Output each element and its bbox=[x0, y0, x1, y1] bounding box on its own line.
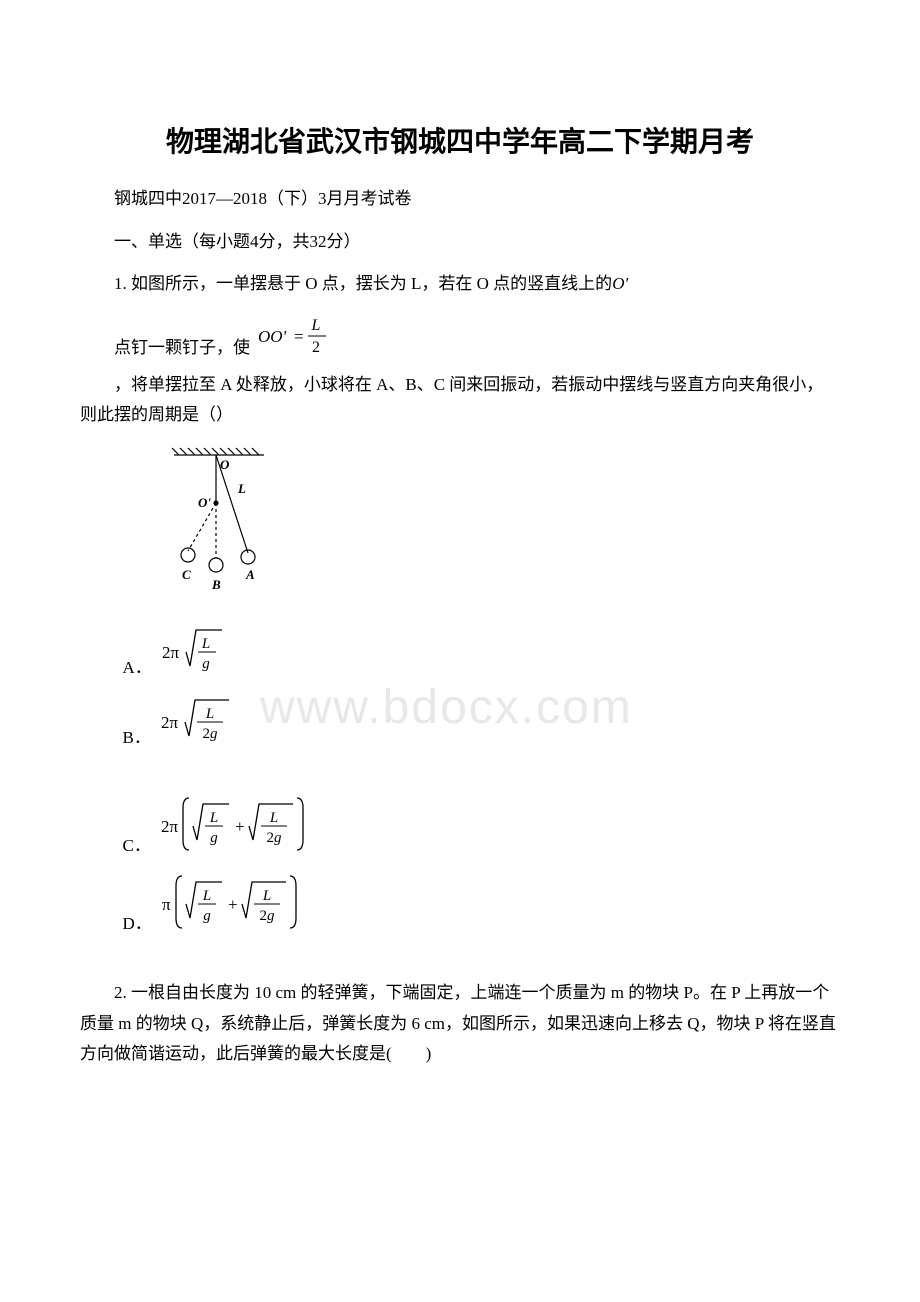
svg-text:L: L bbox=[269, 810, 278, 826]
svg-text:B: B bbox=[211, 577, 221, 592]
svg-text:L: L bbox=[202, 888, 211, 904]
option-c-label: C． bbox=[123, 831, 151, 856]
formula-d: π L g + L 2g bbox=[160, 870, 320, 934]
q1-oprime: O′ bbox=[612, 274, 628, 293]
option-d-label: D． bbox=[123, 909, 152, 934]
q1-line1: 1. 如图所示，一单摆悬于 O 点，摆长为 L，若在 O 点的竖直线上的O′ bbox=[80, 269, 840, 300]
option-b-label: B． bbox=[123, 723, 151, 748]
option-d: D． π L g + L 2g bbox=[123, 870, 841, 934]
q1-text-1: 1. 如图所示，一单摆悬于 O 点，摆长为 L，若在 O 点的竖直线上的 bbox=[114, 274, 612, 293]
svg-text:g: g bbox=[203, 908, 211, 924]
svg-text:+: + bbox=[228, 895, 238, 914]
q1-line2-wrap: 点钉一颗钉子，使 OO' = L 2 bbox=[114, 312, 840, 358]
pendulum-diagram: O O' L C B A bbox=[144, 443, 840, 598]
page-title: 物理湖北省武汉市钢城四中学年高二下学期月考 bbox=[80, 120, 840, 160]
q1-line3: ，将单摆拉至 A 处释放，小球将在 A、B、C 间来回振动，若振动中摆线与竖直方… bbox=[80, 370, 840, 431]
svg-text:L: L bbox=[237, 481, 246, 496]
option-b: B． 2π L 2g bbox=[123, 692, 841, 748]
svg-text:C: C bbox=[182, 567, 191, 582]
svg-text:O': O' bbox=[198, 495, 211, 510]
svg-text:2π: 2π bbox=[161, 713, 179, 732]
svg-text:=: = bbox=[294, 327, 304, 346]
formula-oo-prime: OO' = L 2 bbox=[254, 312, 344, 358]
formula-a: 2π L g bbox=[160, 622, 240, 678]
section-heading: 一、单选（每小题4分，共32分） bbox=[80, 227, 840, 258]
document-content: 物理湖北省武汉市钢城四中学年高二下学期月考 钢城四中2017—2018（下）3月… bbox=[80, 120, 840, 1070]
svg-text:L: L bbox=[205, 706, 214, 722]
option-a: A． 2π L g bbox=[123, 622, 841, 678]
q1-text-2: 点钉一颗钉子，使 bbox=[114, 333, 250, 358]
svg-text:OO': OO' bbox=[258, 327, 287, 346]
subtitle-text: 钢城四中2017—2018（下）3月月考试卷 bbox=[80, 184, 840, 215]
svg-text:g: g bbox=[202, 656, 210, 672]
svg-text:2g: 2g bbox=[259, 908, 275, 924]
formula-c: 2π L g + L 2g bbox=[159, 792, 329, 856]
svg-text:L: L bbox=[262, 888, 271, 904]
svg-text:π: π bbox=[162, 895, 171, 914]
svg-text:2: 2 bbox=[312, 339, 320, 356]
option-c: C． 2π L g + L 2g bbox=[123, 792, 841, 856]
svg-text:2g: 2g bbox=[202, 726, 218, 742]
svg-text:L: L bbox=[201, 636, 210, 652]
formula-b: 2π L 2g bbox=[159, 692, 249, 748]
svg-text:L: L bbox=[311, 317, 321, 334]
svg-text:O: O bbox=[220, 457, 230, 472]
svg-text:+: + bbox=[235, 817, 245, 836]
option-a-label: A． bbox=[123, 653, 152, 678]
svg-text:L: L bbox=[209, 810, 218, 826]
svg-text:2g: 2g bbox=[266, 830, 282, 846]
svg-text:2π: 2π bbox=[161, 817, 179, 836]
svg-text:A: A bbox=[245, 567, 255, 582]
q2-text: 2. 一根自由长度为 10 cm 的轻弹簧，下端固定，上端连一个质量为 m 的物… bbox=[80, 978, 840, 1070]
svg-text:g: g bbox=[210, 830, 218, 846]
svg-text:2π: 2π bbox=[162, 643, 180, 662]
